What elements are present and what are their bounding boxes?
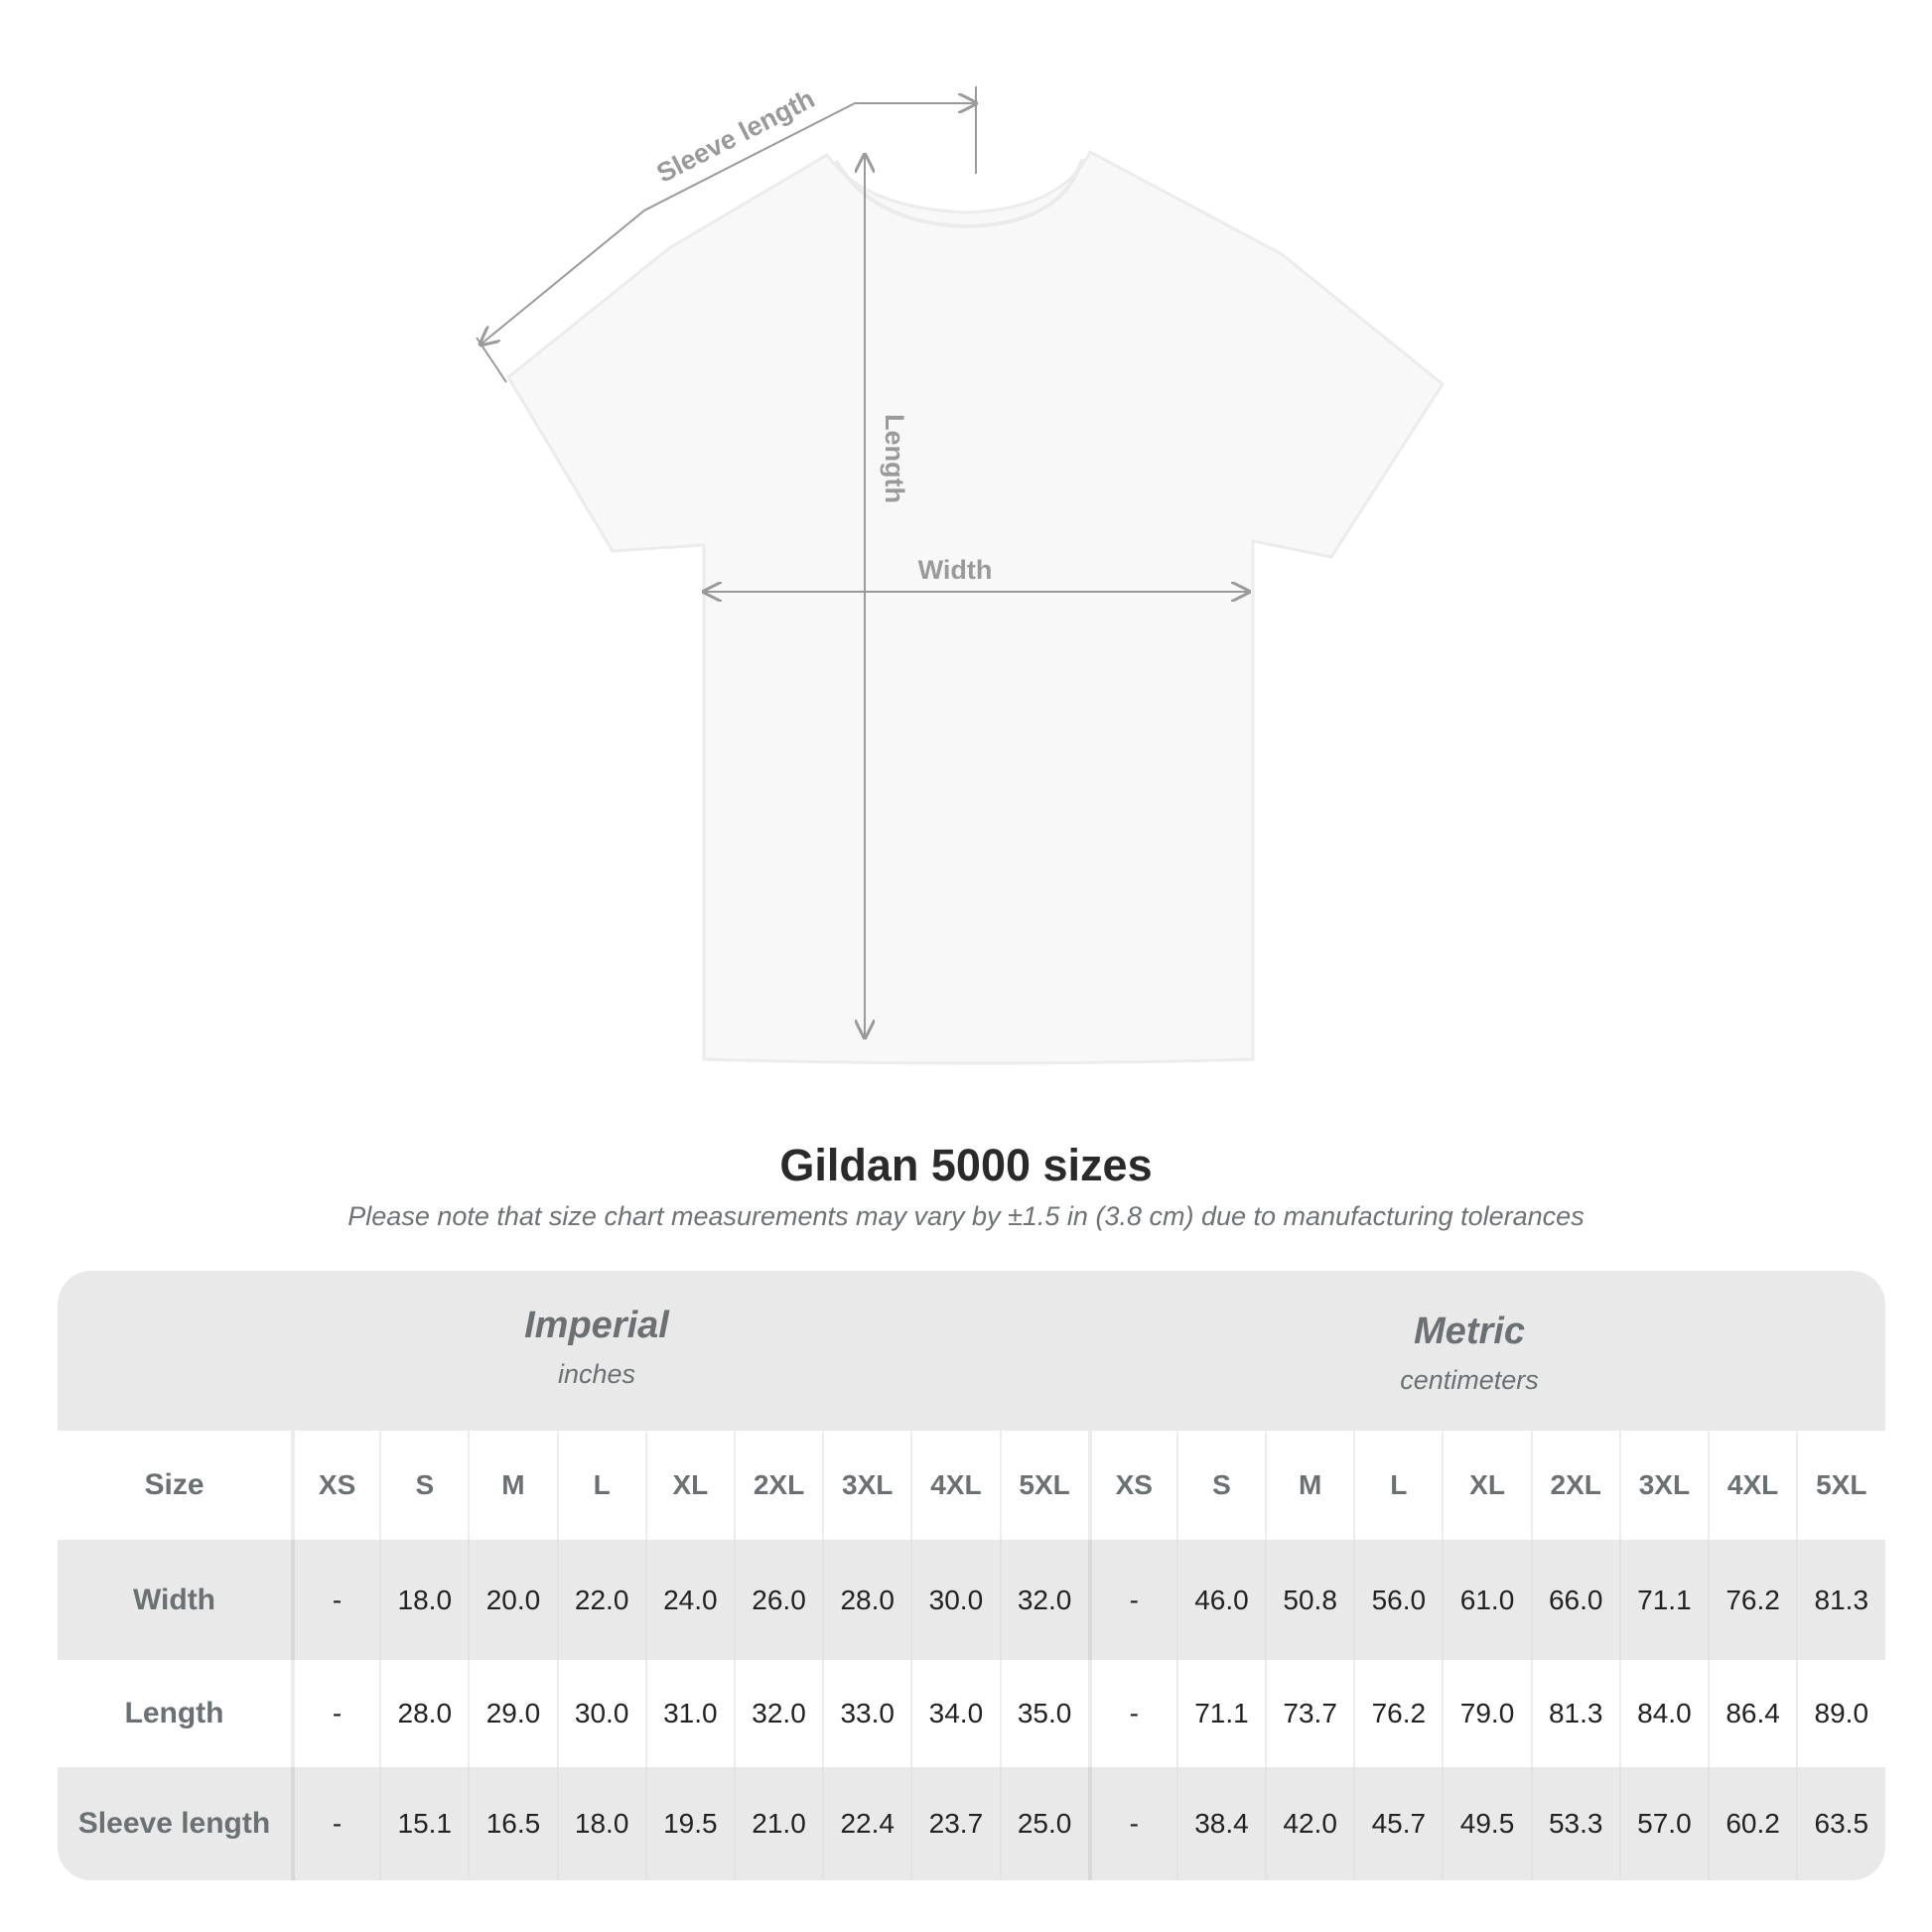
imperial-value: 28.0	[379, 1660, 468, 1767]
metric-value: 57.0	[1618, 1767, 1708, 1880]
metric-header: Metric centimeters	[1271, 1311, 1668, 1396]
imperial-value: -	[291, 1540, 379, 1660]
tshirt-diagram: Sleeve length Length Width	[476, 83, 1445, 1065]
metric-value: 84.0	[1618, 1660, 1708, 1767]
imperial-value: -	[291, 1767, 379, 1880]
metric-value: 66.0	[1530, 1540, 1619, 1660]
imperial-value: 21.0	[733, 1767, 822, 1880]
imperial-value: 29.0	[468, 1660, 556, 1767]
sleeve-tick	[476, 337, 507, 383]
size-header-row: Size XS S M L XL 2XL 3XL 4XL 5XL XS S M L XL 2XL 3XL 4XL 5…	[58, 1431, 1885, 1540]
metric-value: 76.2	[1708, 1540, 1796, 1660]
imperial-value: 22.4	[822, 1767, 910, 1880]
imperial-value: 16.5	[468, 1767, 556, 1880]
metric-value: 61.0	[1442, 1540, 1530, 1660]
imperial-value: 18.0	[379, 1540, 468, 1660]
size-metric-m: M	[1265, 1431, 1353, 1540]
metric-value: 73.7	[1265, 1660, 1353, 1767]
imperial-value: 25.0	[999, 1767, 1088, 1880]
imperial-value: 32.0	[999, 1540, 1088, 1660]
length-label: Length	[880, 414, 909, 503]
metric-value: 81.3	[1796, 1540, 1884, 1660]
metric-value: 71.1	[1618, 1540, 1708, 1660]
size-metric-5xl: 5XL	[1796, 1431, 1884, 1540]
metric-value: 46.0	[1175, 1540, 1265, 1660]
metric-name: Metric	[1414, 1311, 1525, 1352]
metric-value: 89.0	[1796, 1660, 1884, 1767]
size-imperial-m: M	[468, 1431, 556, 1540]
metric-value: 38.4	[1175, 1767, 1265, 1880]
size-metric-2xl: 2XL	[1530, 1431, 1619, 1540]
imperial-value: 28.0	[822, 1540, 910, 1660]
sleeve-line	[481, 103, 976, 345]
size-table: Imperial inches Metric centimeters Size X…	[58, 1271, 1885, 1880]
imperial-value: 30.0	[910, 1540, 999, 1660]
size-metric-s: S	[1175, 1431, 1265, 1540]
metric-value: 76.2	[1353, 1660, 1442, 1767]
size-metric-xs: XS	[1087, 1431, 1176, 1540]
page-title: Gildan 5000 sizes	[779, 1140, 1153, 1190]
imperial-value: 23.7	[910, 1767, 999, 1880]
size-imperial-3xl: 3XL	[822, 1431, 910, 1540]
row-label: Length	[124, 1697, 224, 1729]
table-row: Sleeve length -15.1 16.5 18.0 19.5 21.0 22.4 23…	[58, 1767, 1885, 1880]
size-imperial-xs: XS	[291, 1431, 379, 1540]
metric-value: 60.2	[1708, 1767, 1796, 1880]
width-label: Width	[918, 555, 993, 585]
size-metric-l: L	[1353, 1431, 1442, 1540]
metric-value: 63.5	[1796, 1767, 1884, 1880]
size-metric-xl: XL	[1442, 1431, 1530, 1540]
table-row: Length -28.0 29.0 30.0 31.0 32.0 33.0 34.0 35.0-…	[58, 1660, 1885, 1767]
metric-value: 45.7	[1353, 1767, 1442, 1880]
size-imperial-l: L	[556, 1431, 645, 1540]
size-imperial-4xl: 4XL	[910, 1431, 999, 1540]
imperial-value: 18.0	[556, 1767, 645, 1880]
table-row: Width -18.0 20.0 22.0 24.0 26.0 28.0 30.0 32.0-4…	[58, 1540, 1885, 1660]
imperial-value: 19.5	[644, 1767, 734, 1880]
imperial-value: 15.1	[379, 1767, 468, 1880]
imperial-value: 32.0	[733, 1660, 822, 1767]
metric-value: -	[1087, 1660, 1176, 1767]
imperial-name: Imperial	[524, 1305, 669, 1346]
imperial-unit: inches	[557, 1359, 636, 1389]
imperial-value: -	[291, 1660, 379, 1767]
imperial-value: 30.0	[556, 1660, 645, 1767]
metric-value: 49.5	[1442, 1767, 1530, 1880]
metric-value: 79.0	[1442, 1660, 1530, 1767]
metric-value: 56.0	[1353, 1540, 1442, 1660]
size-metric-3xl: 3XL	[1618, 1431, 1708, 1540]
metric-value: 71.1	[1175, 1660, 1265, 1767]
row-label: Sleeve length	[77, 1807, 271, 1840]
size-label: Size	[144, 1468, 205, 1501]
size-imperial-2xl: 2XL	[733, 1431, 822, 1540]
metric-value: -	[1087, 1767, 1176, 1880]
row-label: Width	[132, 1583, 216, 1616]
imperial-value: 24.0	[644, 1540, 734, 1660]
metric-value: -	[1087, 1540, 1176, 1660]
size-imperial-xl: XL	[644, 1431, 734, 1540]
size-metric-4xl: 4XL	[1708, 1431, 1796, 1540]
size-imperial-s: S	[379, 1431, 468, 1540]
metric-value: 50.8	[1265, 1540, 1353, 1660]
metric-value: 81.3	[1530, 1660, 1619, 1767]
imperial-value: 22.0	[556, 1540, 645, 1660]
metric-value: 42.0	[1265, 1767, 1353, 1880]
size-imperial-5xl: 5XL	[999, 1431, 1088, 1540]
metric-value: 53.3	[1530, 1767, 1619, 1880]
imperial-header: Imperial inches	[398, 1305, 795, 1390]
imperial-value: 33.0	[822, 1660, 910, 1767]
metric-unit: centimeters	[1400, 1365, 1539, 1395]
imperial-value: 35.0	[999, 1660, 1088, 1767]
imperial-value: 26.0	[733, 1540, 822, 1660]
metric-value: 86.4	[1708, 1660, 1796, 1767]
imperial-value: 20.0	[468, 1540, 556, 1660]
imperial-value: 31.0	[644, 1660, 734, 1767]
tshirt-shape	[506, 149, 1445, 1065]
tolerance-note: Please note that size chart measurements…	[347, 1201, 1585, 1231]
imperial-value: 34.0	[910, 1660, 999, 1767]
